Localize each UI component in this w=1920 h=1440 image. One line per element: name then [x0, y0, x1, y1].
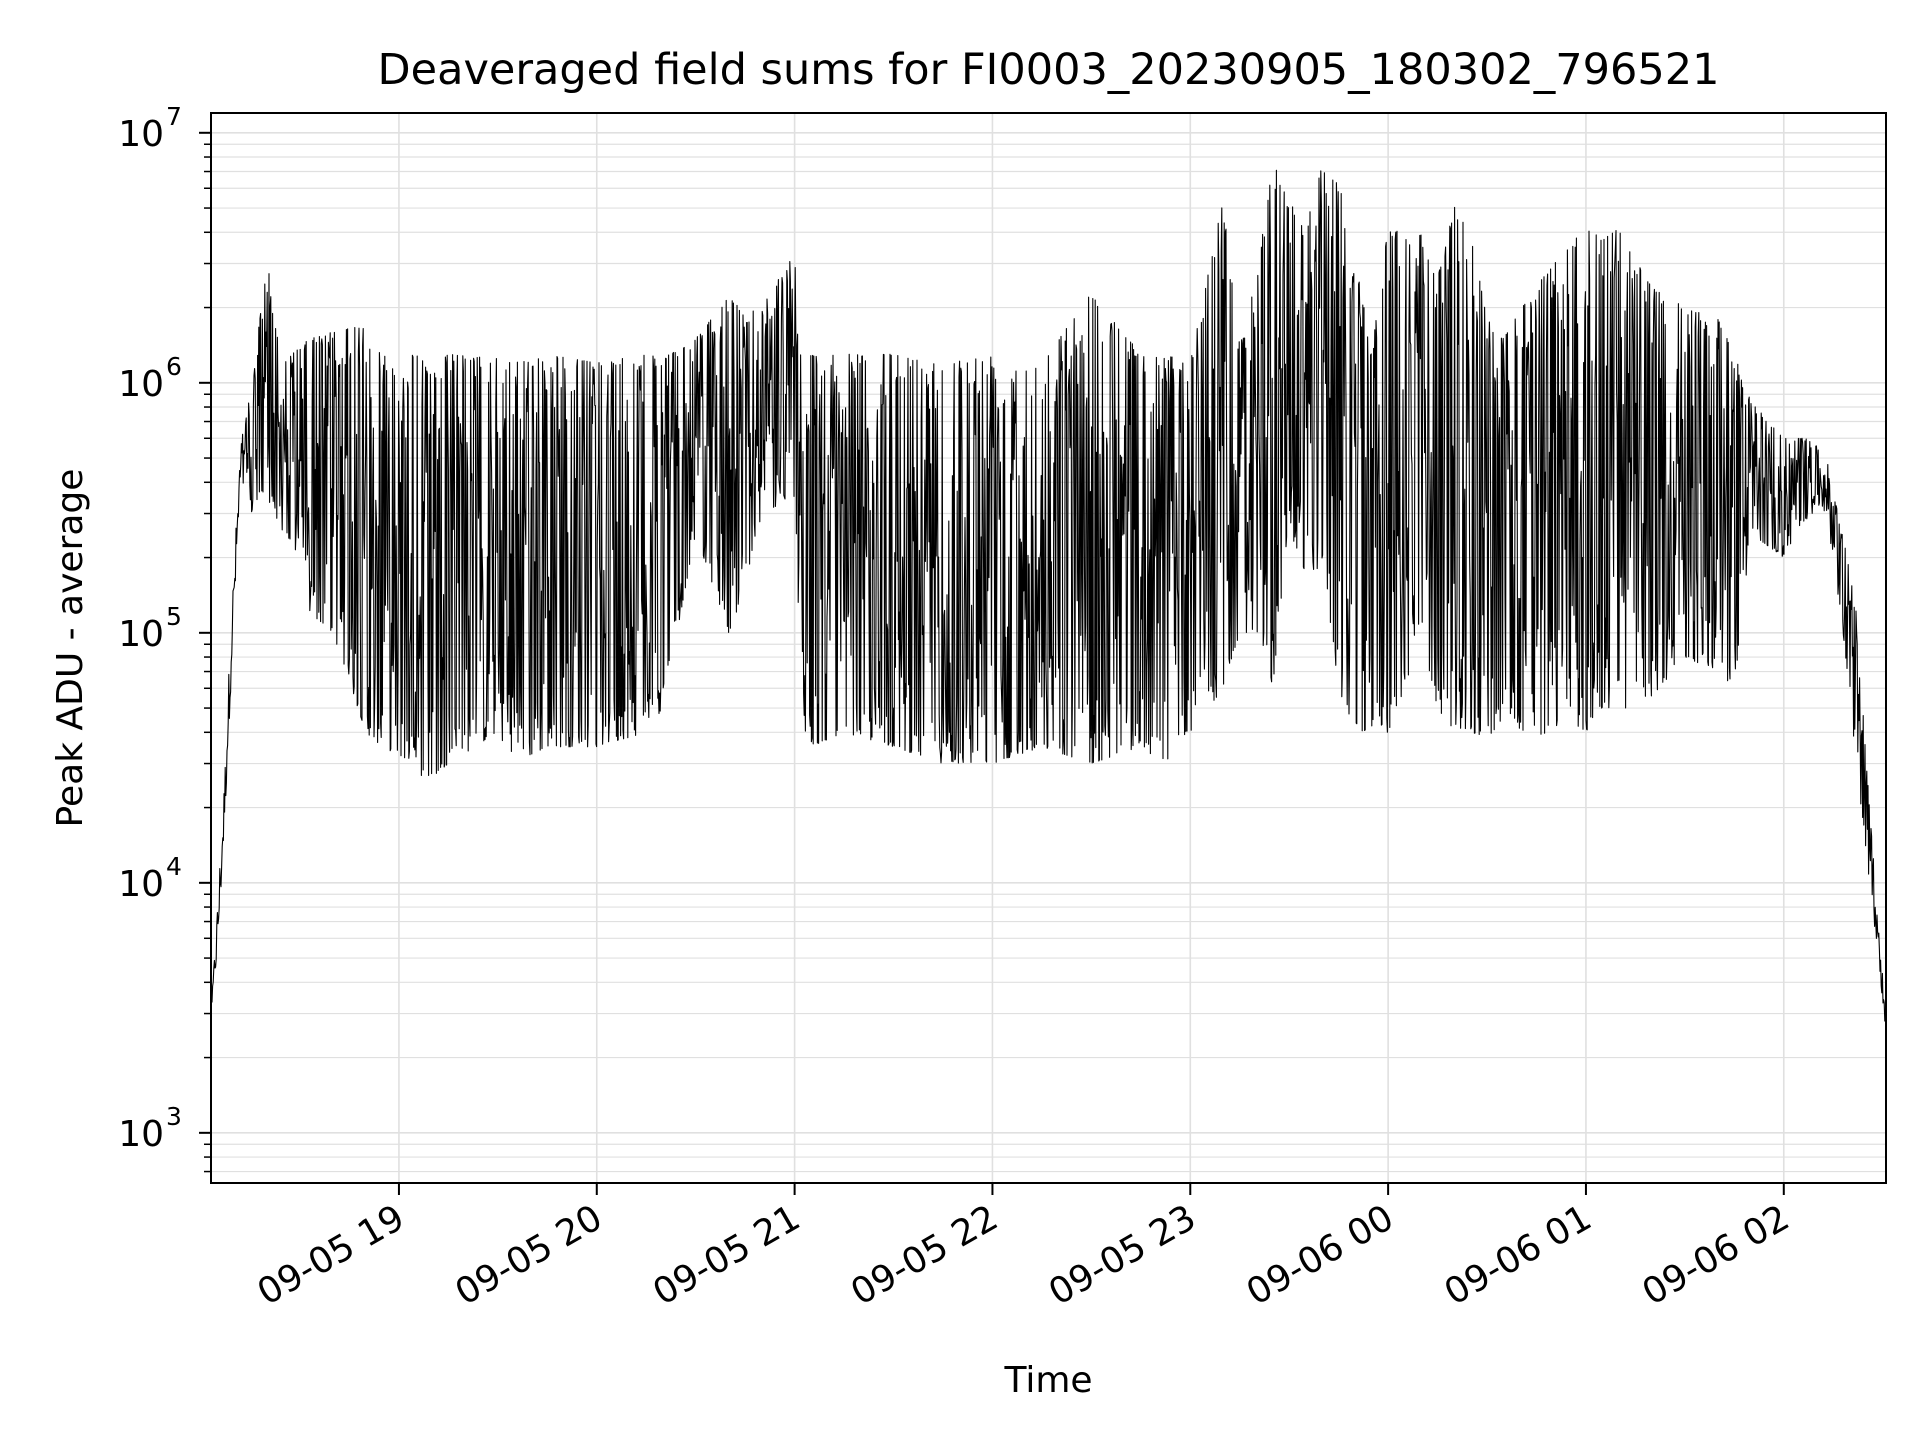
x-axis-label: Time [1003, 1360, 1092, 1401]
plot-frame [210, 112, 1887, 1184]
y-tick-label-exponent: 6 [166, 352, 182, 381]
y-tick-label-base: 10 [118, 1114, 164, 1155]
y-axis-label: Peak ADU - average [50, 469, 91, 828]
y-tick-label-exponent: 3 [166, 1102, 182, 1131]
y-tick-label-exponent: 4 [166, 852, 182, 881]
chart-title: Deaveraged field sums for FI0003_2023090… [378, 45, 1720, 95]
y-tick-label-exponent: 5 [166, 602, 182, 631]
y-tick-label-base: 10 [118, 614, 164, 655]
y-tick-label-exponent: 7 [166, 102, 182, 131]
data-series [211, 169, 1886, 1022]
y-tick-label: 10 6 [118, 352, 182, 405]
series-line [211, 169, 1886, 1022]
y-tick-label: 10 4 [118, 852, 182, 905]
y-tick-label-base: 10 [118, 364, 164, 405]
y-tick-label-base: 10 [118, 864, 164, 905]
y-tick-label-base: 10 [118, 114, 164, 155]
y-tick-label: 10 5 [118, 602, 182, 655]
y-tick-label: 10 7 [118, 102, 182, 155]
y-tick-label: 10 3 [118, 1102, 182, 1155]
